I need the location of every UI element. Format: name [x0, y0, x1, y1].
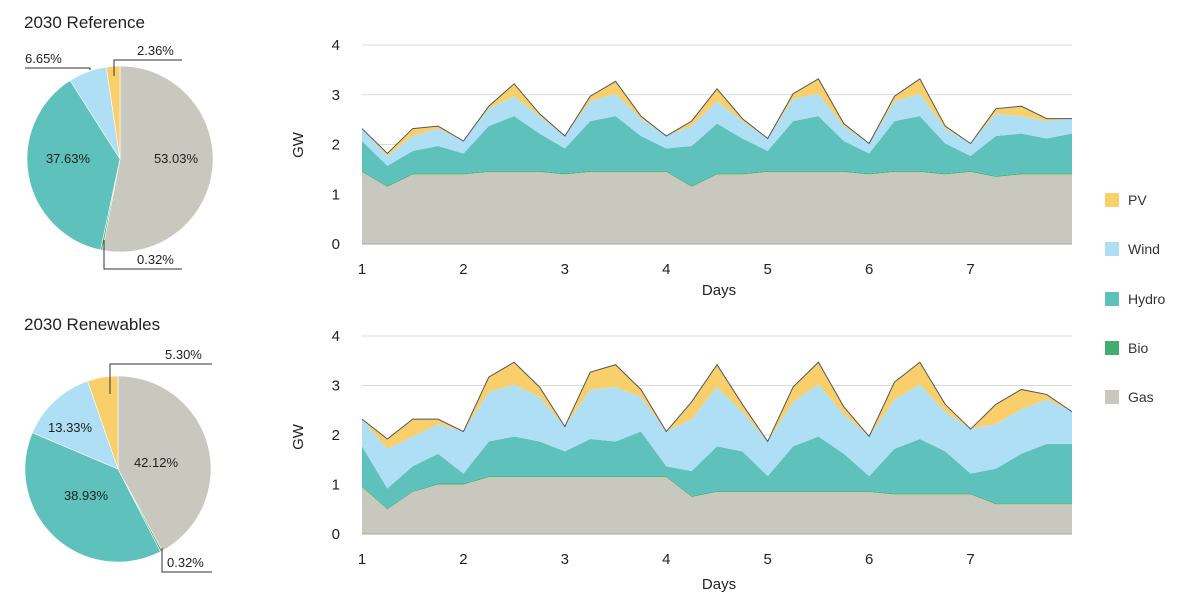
area-top-ylabel: GW — [290, 131, 307, 158]
area-bottom-xtick-label: 4 — [662, 551, 670, 568]
pie1-label-hydro: 37.63% — [46, 151, 91, 166]
area-bottom-ylabel: GW — [290, 423, 307, 450]
area-bottom-series-wind — [362, 384, 1072, 489]
legend-label-hydro: Hydro — [1128, 291, 1166, 307]
legend-swatch-pv — [1105, 193, 1119, 207]
area-bottom-xtick-label: 7 — [966, 551, 974, 568]
pie2-leader-pv — [109, 363, 212, 394]
legend-swatch-bio — [1105, 341, 1119, 355]
legend-label-gas: Gas — [1128, 389, 1154, 405]
area-bottom-ytick-label: 2 — [332, 427, 340, 444]
pie1-slice-pv — [105, 65, 121, 160]
area-bottom-xtick-label: 2 — [459, 551, 467, 568]
area-bottom-xtick-label: 1 — [358, 551, 366, 568]
area-top-xtick-label: 7 — [966, 261, 974, 278]
area-bottom-series-hydro — [362, 431, 1072, 509]
area-top-ytick-label: 0 — [332, 236, 340, 253]
pie-title-renewables: 2030 Renewables — [24, 315, 160, 334]
pie-title-reference: 2030 Reference — [24, 13, 145, 32]
area-top-series-pv — [362, 78, 1072, 156]
pie2-label-bio: 0.32% — [167, 555, 204, 570]
area-bottom-xlabel: Days — [702, 576, 736, 593]
legend-label-wind: Wind — [1128, 241, 1160, 257]
pie2-label-wind: 13.33% — [48, 420, 93, 435]
pie2-slice-gas — [117, 375, 212, 552]
area-bottom-total-outline — [361, 361, 1073, 443]
area-top-xlabel: Days — [702, 282, 736, 299]
legend: PV Wind Hydro Bio Gas — [1105, 192, 1166, 405]
area-top-ytick-label: 3 — [332, 87, 340, 104]
area-bottom-xtick-label: 5 — [764, 551, 772, 568]
legend-label-pv: PV — [1128, 192, 1147, 208]
area-top-total-outline — [361, 78, 1072, 155]
area-bottom-ytick-label: 3 — [332, 378, 340, 395]
area-top-xtick-label: 3 — [561, 261, 569, 278]
pie1-leader-bio — [103, 240, 182, 270]
legend-label-bio: Bio — [1128, 340, 1148, 356]
pie1-label-gas: 53.03% — [154, 151, 199, 166]
area-bottom-series-pv — [362, 362, 1072, 449]
pie2-label-pv: 5.30% — [165, 347, 202, 362]
legend-swatch-hydro — [1105, 292, 1119, 306]
pie1-label-pv: 2.36% — [137, 43, 174, 58]
pie1-slice-gas — [102, 65, 214, 253]
area-top-ytick-label: 4 — [332, 37, 340, 54]
pie2-label-gas: 42.12% — [134, 455, 179, 470]
pie2-leader-bio — [161, 548, 212, 573]
area-top-ytick-label: 1 — [332, 186, 340, 203]
area-top-series-hydro — [362, 116, 1072, 186]
pie2-slice-pv — [87, 375, 119, 470]
pie1-leader-pv — [113, 59, 182, 76]
pie2-label-hydro: 38.93% — [64, 488, 109, 503]
area-top-xtick-label: 2 — [459, 261, 467, 278]
area-bottom-ytick-label: 4 — [332, 328, 340, 345]
area-top-xtick-label: 1 — [358, 261, 366, 278]
pie2-slice-wind — [31, 380, 119, 470]
area-top-series-bio — [362, 170, 1072, 187]
area-bottom-series-gas — [362, 477, 1072, 534]
pie1-label-bio: 0.32% — [137, 252, 174, 267]
area-top-xtick-label: 5 — [764, 261, 772, 278]
area-bottom-ytick-label: 0 — [332, 526, 340, 543]
area-bottom-xtick-label: 3 — [561, 551, 569, 568]
area-bottom-ytick-label: 1 — [332, 477, 340, 494]
area-top-ytick-label: 2 — [332, 137, 340, 154]
area-top-xtick-label: 6 — [865, 261, 873, 278]
area-top-series-gas — [362, 171, 1072, 244]
legend-swatch-gas — [1105, 390, 1119, 404]
pie1-leader-wind — [25, 67, 91, 70]
pie2-slice-hydro — [24, 432, 161, 563]
pie1-label-wind: 6.65% — [25, 51, 62, 66]
area-top-series-wind — [362, 93, 1072, 166]
area-bottom-xtick-label: 6 — [865, 551, 873, 568]
area-top-xtick-label: 4 — [662, 261, 670, 278]
legend-swatch-wind — [1105, 242, 1119, 256]
